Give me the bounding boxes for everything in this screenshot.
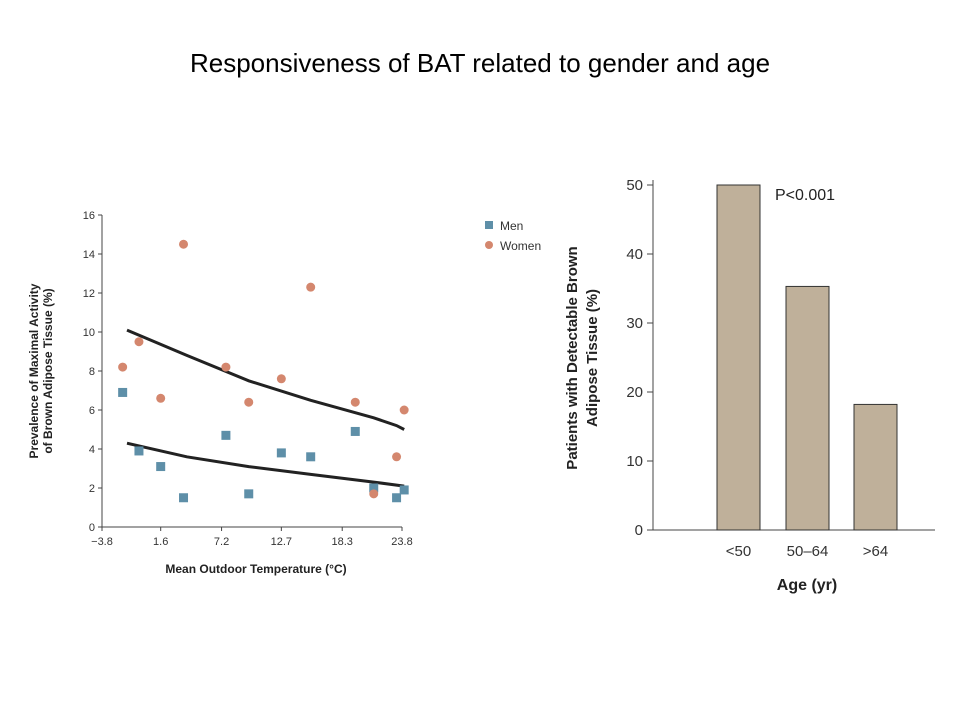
scatter-y-tick-label: 12 <box>83 288 95 300</box>
scatter-y-tick-label: 4 <box>89 444 95 456</box>
men-point <box>156 462 166 472</box>
women-point <box>306 282 316 292</box>
scatter-marks <box>118 239 409 503</box>
bar-category-label: >64 <box>863 543 888 560</box>
bar-y-tick-label: 30 <box>626 315 643 332</box>
scatter-y-tick-label: 2 <box>89 483 95 495</box>
men-point <box>392 493 402 503</box>
bar-y-tick-label: 10 <box>626 453 643 470</box>
women-point <box>392 452 402 462</box>
women-point <box>156 393 166 403</box>
men-point <box>276 448 286 458</box>
scatter-x-tick-label: 7.2 <box>214 536 229 548</box>
bar-y-tick-label: 0 <box>635 522 643 539</box>
scatter-y-tick-label: 6 <box>89 405 95 417</box>
women-point <box>369 489 379 499</box>
bar-category-label: 50–64 <box>787 543 829 560</box>
women-point <box>244 397 254 407</box>
bar-category-label: <50 <box>726 543 751 560</box>
women-point <box>350 397 360 407</box>
men-point <box>118 387 128 397</box>
legend-women-marker <box>485 241 493 249</box>
bar-marks: <50 50–64 >64 <box>716 184 898 560</box>
women-point <box>134 337 144 347</box>
scatter-x-tick-label: 12.7 <box>271 536 292 548</box>
scatter-y-tick-label: 16 <box>83 210 95 222</box>
scatter-x-tick-label: 1.6 <box>153 536 168 548</box>
women-point <box>118 362 128 372</box>
men-point <box>134 446 144 456</box>
scatter-y-tick-label: 8 <box>89 366 95 378</box>
slide-title: Responsiveness of BAT related to gender … <box>189 48 771 78</box>
men-point <box>221 430 231 440</box>
scatter-x-tick-label: 23.8 <box>391 536 412 548</box>
bar-y-label-line2: Adipose Tissue (%) <box>584 289 601 427</box>
men-point <box>179 493 189 503</box>
bar-y-tick-label: 20 <box>626 384 643 401</box>
women-point <box>399 405 409 415</box>
scatter-y-tick-label: 10 <box>83 327 95 339</box>
scatter-legend: Men Women <box>485 219 541 253</box>
men-point <box>369 483 379 493</box>
bar-y-label-line1: Patients with Detectable Brown <box>564 246 581 469</box>
scatter-axes: 0 2 4 6 8 10 12 14 16 −3.8 1.6 7.2 12.7 18.3 23.8 <box>83 210 413 548</box>
bar-x-label: Age (yr) <box>777 577 837 594</box>
bar-2 <box>785 285 830 531</box>
scatter-x-tick-label: 18.3 <box>332 536 353 548</box>
women-point <box>179 239 189 249</box>
legend-men-marker <box>485 221 493 229</box>
legend-men-label: Men <box>500 219 523 233</box>
women-point <box>221 362 231 372</box>
men-point <box>306 452 316 462</box>
scatter-y-tick-label: 14 <box>83 249 95 261</box>
men-point <box>350 426 360 436</box>
bar-y-tick-label: 50 <box>626 177 643 194</box>
women-trend-line <box>126 328 405 431</box>
scatter-y-tick-label: 0 <box>89 522 95 534</box>
bar-1 <box>716 184 761 531</box>
men-trend-line <box>126 441 405 488</box>
bar-chart: 0 10 20 30 40 50 Patients with Detectable Bro… <box>564 177 935 594</box>
p-value-annotation: P<0.001 <box>775 187 835 204</box>
women-point <box>276 374 286 384</box>
scatter-chart: 0 2 4 6 8 10 12 14 16 −3.8 1.6 7.2 12.7 18.3 23.8 Prev… <box>27 210 541 576</box>
scatter-x-label: Mean Outdoor Temperature (°C) <box>165 562 346 576</box>
men-point <box>399 485 409 495</box>
bar-y-tick-label: 40 <box>626 246 643 263</box>
scatter-x-tick-label: −3.8 <box>91 536 113 548</box>
scatter-y-label-line1: Prevalence of Maximal Activity <box>27 283 41 458</box>
scatter-y-label-line2: of Brown Adipose Tissue (%) <box>41 288 55 453</box>
bar-3 <box>853 403 898 531</box>
legend-women-label: Women <box>500 239 541 253</box>
men-point <box>244 489 254 499</box>
